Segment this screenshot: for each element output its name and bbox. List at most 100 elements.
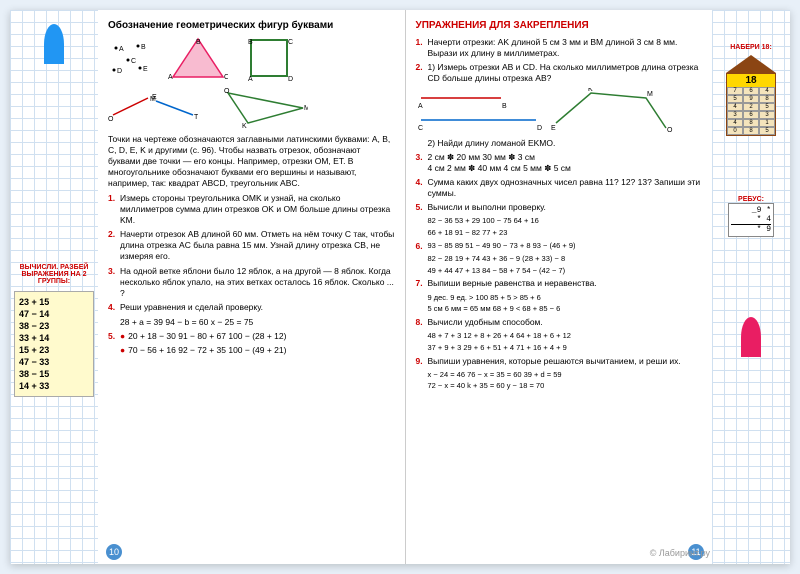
ex-num: 2. (416, 62, 428, 84)
segments-abcd-ekmo: AB CD EKMO (416, 88, 676, 133)
calc-title: ВЫЧИСЛИ. РАЗБЕЙ ВЫРАЖЕНИЯ НА 2 ГРУППЫ: (14, 264, 94, 285)
svg-text:B: B (141, 44, 146, 51)
ex-num: 6. (416, 241, 428, 251)
left-margin: ВЫЧИСЛИ. РАЗБЕЙ ВЫРАЖЕНИЯ НА 2 ГРУППЫ: 2… (10, 10, 98, 564)
right-margin: НАБЕРИ 18: 18 764 598 425 363 481 085 РЕ… (712, 10, 790, 564)
svg-text:M: M (647, 91, 653, 98)
calc-line: 49 + 44 47 + 13 84 − 58 + 7 54 − (42 − 7… (416, 266, 703, 276)
ex-text: Измерь стороны треугольника OMK и узнай,… (120, 193, 395, 226)
rebus-line: _9 * (731, 206, 771, 215)
cell: 2 (743, 103, 759, 111)
ex-num: 5. (108, 331, 120, 342)
ex-text: Реши уравнения и сделай проверку. (120, 302, 395, 313)
cell: 1 (759, 119, 775, 127)
svg-text:D: D (537, 125, 542, 132)
left-title: Обозначение геометрических фигур буквами (108, 20, 395, 31)
eq-line: 28 + a = 39 94 − b = 60 x − 25 = 75 (108, 317, 395, 328)
exercise-list: 1.Измерь стороны треугольника OMK и узна… (108, 193, 395, 312)
cell: 8 (743, 119, 759, 127)
cell: 9 (743, 95, 759, 103)
calc-row: 47 − 33 (19, 356, 89, 368)
eq-line: 4 см 2 мм ✽ 40 мм 4 см 5 мм ✽ 5 см (428, 163, 571, 173)
rebus-line: * 9 (731, 224, 771, 234)
svg-text:A: A (168, 74, 173, 81)
svg-text:M: M (304, 105, 308, 112)
calc-line: 9 дес. 9 ед. > 100 85 + 5 > 85 + 6 (416, 293, 703, 303)
svg-text:B: B (248, 39, 253, 46)
ex-text: На одной ветке яблони было 12 яблок, а н… (120, 266, 395, 299)
svg-text:K: K (588, 88, 593, 93)
svg-text:C: C (288, 39, 293, 46)
ex-num: 4. (108, 302, 120, 313)
calc-row: 38 − 15 (19, 368, 89, 380)
left-page: Обозначение геометрических фигур буквами… (98, 10, 406, 564)
cell: 4 (727, 103, 743, 111)
rebus-line: * 4 (731, 215, 771, 224)
girl-icon (741, 317, 761, 357)
bullet-icon: ● (120, 345, 125, 355)
calc-row: 47 − 14 (19, 308, 89, 320)
calc-row: 33 + 14 (19, 332, 89, 344)
triangle-omk: O M K (218, 88, 308, 128)
cell: 7 (727, 87, 743, 95)
segments-figure: OMET (108, 93, 198, 123)
roof-icon (726, 55, 776, 73)
svg-text:E: E (152, 94, 157, 101)
calc-row: 15 + 23 (19, 344, 89, 356)
calc-row: 14 + 33 (19, 380, 89, 392)
svg-text:C: C (131, 58, 136, 65)
calc-line: x − 24 = 46 76 − x = 35 = 60 39 + d = 59 (416, 370, 703, 380)
svg-text:O: O (108, 116, 114, 123)
svg-text:B: B (196, 39, 201, 46)
triangle-figure: BAC (168, 37, 228, 82)
geometry-figures: ABCDE BAC ABCD (108, 37, 395, 82)
ex-num: 8. (416, 317, 428, 328)
cell: 0 (727, 127, 743, 135)
dots-figure: A BC D E (108, 40, 148, 80)
svg-text:T: T (194, 114, 198, 121)
svg-text:A: A (248, 76, 253, 82)
calc-box: 23 + 15 47 − 14 38 − 23 33 + 14 15 + 23 … (14, 291, 94, 397)
cell: 5 (759, 127, 775, 135)
calc-line: 66 + 18 91 − 82 77 + 23 (416, 228, 703, 238)
svg-text:K: K (242, 123, 247, 128)
ex-text: 1) Измерь отрезки AB и CD. На сколько ми… (428, 62, 703, 84)
cell: 5 (727, 95, 743, 103)
ex-text: Вычисли удобным способом. (428, 317, 703, 328)
calc-line: 48 + 7 + 3 12 + 8 + 26 + 4 64 + 18 + 6 +… (416, 331, 703, 341)
geom-para: Точки на чертеже обозначаются заглавными… (108, 134, 395, 189)
page-number: 10 (106, 544, 122, 560)
cell: 6 (743, 87, 759, 95)
eq-line: 70 − 56 + 16 92 − 72 + 35 100 − (49 + 21… (128, 345, 286, 355)
ex-num: 1. (108, 193, 120, 226)
cell: 4 (759, 87, 775, 95)
cell: 6 (743, 111, 759, 119)
svg-text:A: A (119, 46, 124, 53)
ex-text: 2) Найди длину ломаной EKMO. (428, 138, 703, 149)
rebus-box: _9 * * 4 * 9 (728, 203, 774, 237)
calc-row: 38 − 23 (19, 320, 89, 332)
svg-text:E: E (143, 66, 148, 73)
ex-text: Вычисли и выполни проверку. (428, 202, 703, 213)
side-title: НАБЕРИ 18: (716, 44, 786, 51)
right-page: УПРАЖНЕНИЯ ДЛЯ ЗАКРЕПЛЕНИЯ 1.Начерти отр… (406, 10, 713, 564)
svg-text:D: D (117, 68, 122, 75)
ex-num: 3. (108, 266, 120, 299)
calc-line: 82 − 36 53 + 29 100 − 75 64 + 16 (416, 216, 703, 226)
calc-line: 72 − x = 40 k + 35 = 60 y − 18 = 70 (416, 381, 703, 391)
svg-text:O: O (224, 88, 230, 95)
house-grid: 764 598 425 363 481 085 (727, 87, 775, 135)
ex-text: Сумма каких двух однозначных чисел равна… (428, 177, 703, 199)
cell: 8 (743, 127, 759, 135)
svg-text:D: D (288, 76, 293, 82)
exercise-list: 1.Начерти отрезки: AK длиной 5 см 3 мм и… (416, 37, 703, 84)
cell: 3 (727, 111, 743, 119)
house-number: 18 (727, 74, 775, 87)
ex-num: 9. (416, 356, 428, 367)
bullet-icon: ● (120, 331, 125, 341)
ex-num: 4. (416, 177, 428, 199)
right-title: УПРАЖНЕНИЯ ДЛЯ ЗАКРЕПЛЕНИЯ (416, 20, 703, 31)
square-figure: A B C D (248, 37, 293, 82)
ex-num: 7. (416, 278, 428, 289)
house-icon: 18 764 598 425 363 481 085 (726, 55, 776, 136)
